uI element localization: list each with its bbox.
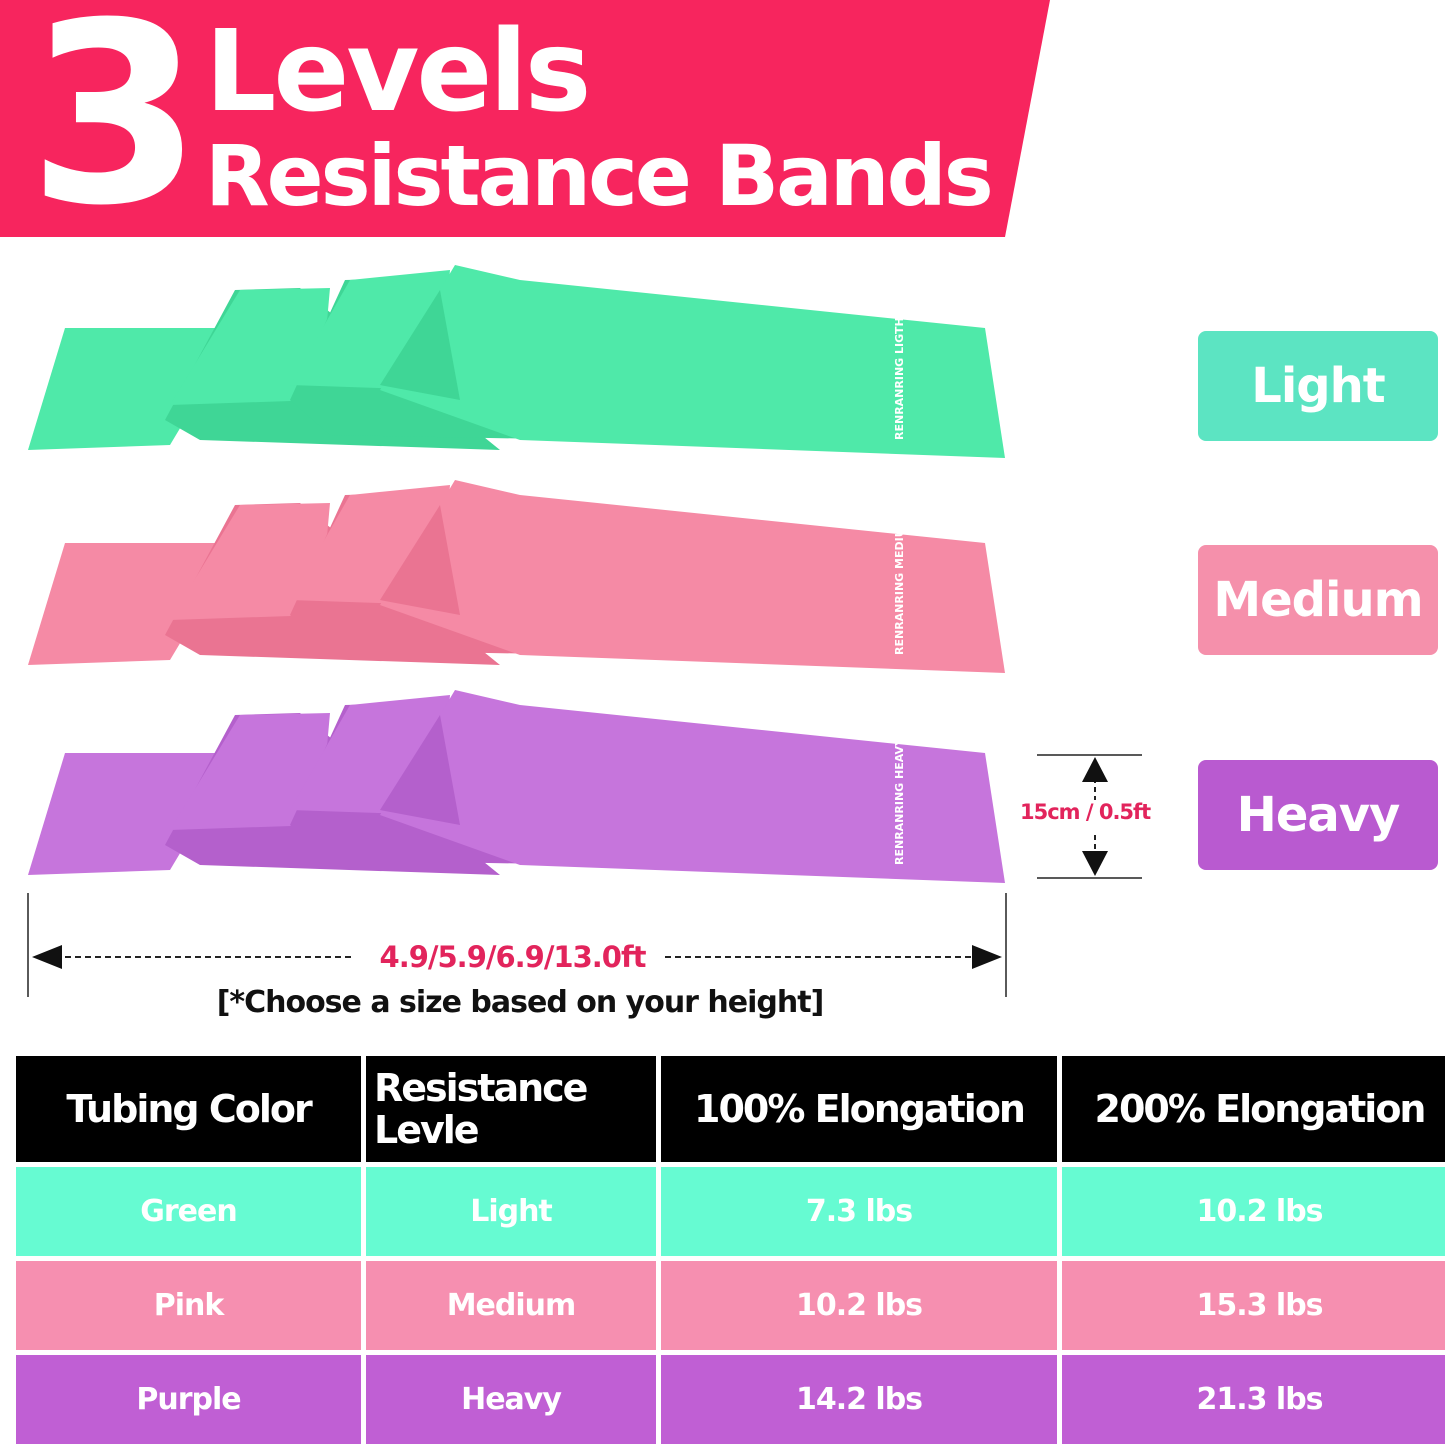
header-100-elongation: 100% Elongation	[661, 1056, 1057, 1162]
header-resistance-level: Resistance Levle	[366, 1056, 656, 1162]
level-badge-medium: Medium	[1198, 545, 1438, 655]
cell-level: Medium	[366, 1261, 656, 1350]
cell-color: Pink	[16, 1261, 361, 1350]
band-fold	[380, 290, 460, 400]
band-fold	[170, 503, 330, 620]
band-fold	[380, 715, 460, 825]
dimension-lines	[27, 754, 1142, 997]
cell-100: 7.3 lbs	[661, 1167, 1057, 1256]
band-fold	[380, 480, 1005, 673]
length-dimension-label: 4.9/5.9/6.9/13.0ft	[379, 940, 647, 974]
header-tubing-color: Tubing Color	[16, 1056, 361, 1162]
band-fold	[380, 265, 1005, 458]
table-row: Pink Medium 10.2 lbs 15.3 lbs	[16, 1261, 1445, 1350]
band-fold	[170, 288, 330, 405]
title-banner	[0, 0, 1050, 237]
level-badge-heavy: Heavy	[1198, 760, 1438, 870]
width-dimension-label: 15cm / 0.5ft	[1020, 800, 1151, 824]
table-header-row: Tubing Color Resistance Levle 100% Elong…	[16, 1056, 1445, 1162]
size-note: [*Choose a size based on your height]	[216, 985, 825, 1020]
title-line1: Levels	[205, 7, 591, 137]
band-medium	[28, 480, 1005, 673]
cell-200: 15.3 lbs	[1062, 1261, 1445, 1350]
band-fold	[28, 753, 240, 875]
band-fold	[380, 690, 1005, 883]
cell-level: Heavy	[366, 1355, 656, 1444]
band-fold	[28, 328, 240, 450]
resistance-table: Tubing Color Resistance Levle 100% Elong…	[11, 1051, 1445, 1447]
cell-color: Green	[16, 1167, 361, 1256]
bands-illustration: RENRANRING LIGTH RENRANRING MEDIUM RENRANR…	[28, 265, 1005, 883]
band-light	[28, 265, 1005, 458]
table-row: Purple Heavy 14.2 lbs 21.3 lbs	[16, 1355, 1445, 1444]
title-number: 3	[28, 0, 202, 260]
band-heavy	[28, 690, 1005, 883]
band-fold	[380, 505, 460, 615]
header-200-elongation: 200% Elongation	[1062, 1056, 1445, 1162]
cell-level: Light	[366, 1167, 656, 1256]
band-logo: RENRANRING MEDIUM	[893, 517, 906, 655]
cell-200: 10.2 lbs	[1062, 1167, 1445, 1256]
cell-100: 10.2 lbs	[661, 1261, 1057, 1350]
level-badge-light: Light	[1198, 331, 1438, 441]
band-fold	[28, 543, 240, 665]
band-fold	[170, 713, 330, 830]
band-logo: RENRANRING LIGTH	[893, 317, 906, 440]
title-line2: Resistance Bands	[205, 127, 994, 225]
cell-100: 14.2 lbs	[661, 1355, 1057, 1444]
table-row: Green Light 7.3 lbs 10.2 lbs	[16, 1167, 1445, 1256]
cell-color: Purple	[16, 1355, 361, 1444]
cell-200: 21.3 lbs	[1062, 1355, 1445, 1444]
band-logo: RENRANRING HEAVY	[893, 737, 906, 865]
